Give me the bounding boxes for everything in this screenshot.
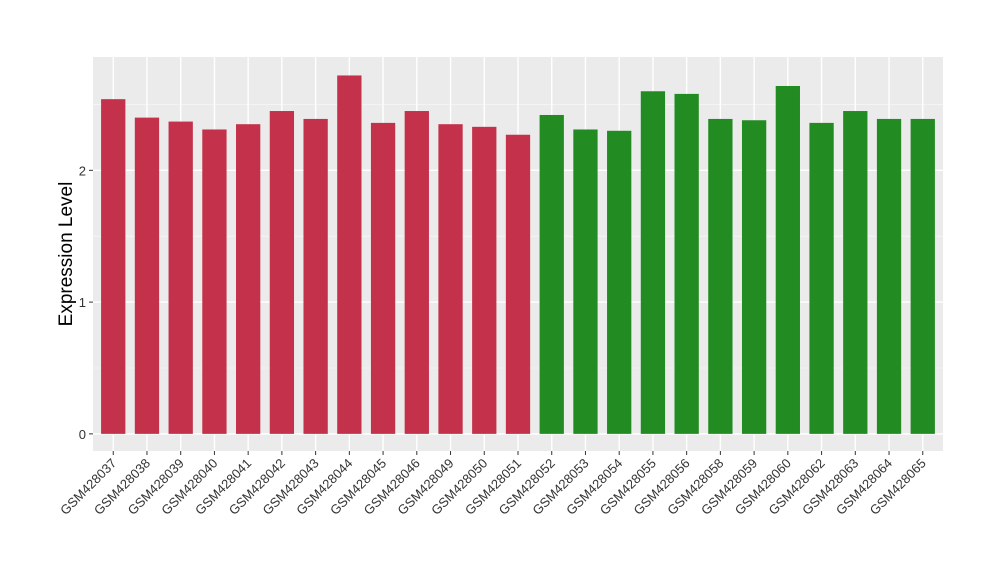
bar-GSM428054 bbox=[607, 130, 632, 434]
bar-GSM428052 bbox=[539, 114, 564, 434]
bar-GSM428064 bbox=[876, 118, 902, 434]
bar-GSM428040 bbox=[202, 129, 227, 434]
bar-GSM428058 bbox=[708, 118, 733, 434]
y-tick-label: 1 bbox=[79, 295, 86, 310]
bar-GSM428044 bbox=[337, 75, 362, 434]
bar-GSM428060 bbox=[775, 85, 800, 434]
bar-GSM428037 bbox=[101, 99, 126, 434]
bar-GSM428051 bbox=[505, 134, 531, 434]
bar-GSM428053 bbox=[573, 129, 598, 434]
bar-GSM428046 bbox=[404, 111, 429, 434]
y-axis-label: Expression Level bbox=[56, 182, 77, 327]
bar-GSM428059 bbox=[741, 120, 767, 434]
bar-GSM428063 bbox=[843, 111, 868, 434]
y-tick-label: 0 bbox=[79, 427, 86, 442]
bar-GSM428049 bbox=[438, 124, 463, 434]
bar-GSM428045 bbox=[370, 122, 396, 434]
bar-GSM428056 bbox=[674, 93, 699, 434]
bar-GSM428043 bbox=[303, 118, 328, 434]
bar-GSM428039 bbox=[168, 121, 193, 434]
bar-GSM428041 bbox=[236, 124, 261, 434]
y-tick-label: 2 bbox=[79, 163, 86, 178]
bar-GSM428038 bbox=[134, 117, 160, 434]
bar-GSM428050 bbox=[472, 126, 497, 434]
bar-GSM428065 bbox=[910, 118, 935, 434]
bar-GSM428062 bbox=[809, 122, 834, 434]
bar-GSM428055 bbox=[640, 91, 666, 434]
bar-GSM428042 bbox=[269, 111, 295, 434]
